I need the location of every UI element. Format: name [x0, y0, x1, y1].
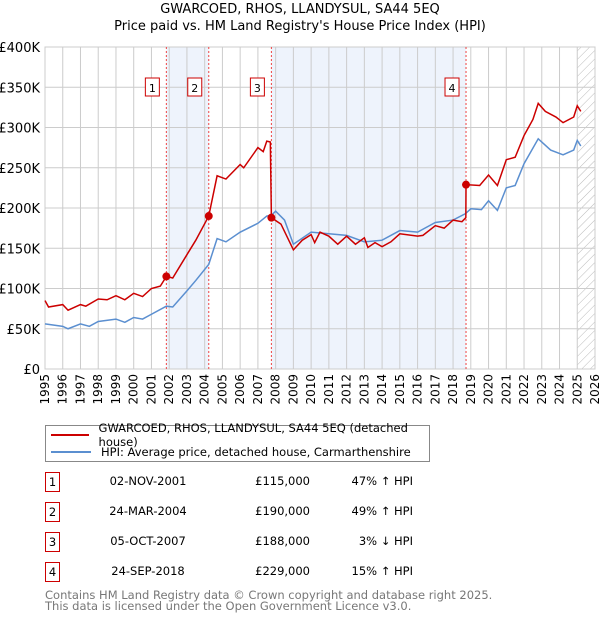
- x-tick-label: 1996: [56, 374, 70, 405]
- series-line-property: [44, 101, 582, 312]
- sale-price: £188,000: [255, 534, 310, 548]
- x-tick-label: 2009: [286, 374, 300, 405]
- sale-point: [267, 213, 276, 222]
- y-tick-label: £300K: [0, 122, 40, 137]
- sale-point: [162, 272, 171, 281]
- sale-row: 3 05-OCT-2007 £188,000 3% ↓ HPI: [45, 532, 445, 552]
- x-tick-label: 2004: [198, 374, 212, 405]
- chart-title: GWARCOED, RHOS, LLANDYSUL, SA44 5EQ: [160, 2, 440, 17]
- x-tick-label: 1997: [73, 374, 87, 405]
- y-tick-label: £100K: [0, 283, 40, 298]
- x-tick-label: 2010: [304, 374, 318, 405]
- x-tick-label: 2023: [535, 374, 549, 405]
- x-tick-label: 2020: [482, 374, 496, 405]
- y-tick-label: £0: [23, 363, 40, 378]
- sale-hpi-diff: 47% ↑ HPI: [351, 474, 413, 488]
- x-tick-label: 1998: [91, 374, 105, 405]
- x-tick-label: 2013: [357, 374, 371, 405]
- x-tick-label: 2006: [233, 374, 247, 405]
- sale-hpi-diff: 15% ↑ HPI: [351, 564, 413, 578]
- x-tick-label: 2001: [144, 374, 158, 405]
- footer-line-2: This data is licensed under the Open Gov…: [45, 599, 412, 613]
- sale-label: 3: [254, 82, 261, 95]
- sale-label-box: [444, 77, 460, 97]
- x-tick-label: 1999: [109, 374, 123, 405]
- sale-price: £190,000: [255, 504, 310, 518]
- sale-label: 4: [449, 82, 456, 95]
- x-tick-label: 2026: [588, 374, 600, 405]
- x-tick-label: 2014: [375, 374, 389, 405]
- sale-number: 1: [45, 472, 60, 492]
- sale-date: 05-OCT-2007: [110, 534, 186, 548]
- sale-number: 3: [45, 532, 60, 552]
- x-tick-label: 2016: [411, 374, 425, 405]
- sale-hpi-diff: 49% ↑ HPI: [351, 504, 413, 518]
- x-tick-label: 2015: [393, 374, 407, 405]
- sale-date: 24-SEP-2018: [111, 564, 185, 578]
- x-tick-label: 2022: [517, 374, 531, 405]
- x-tick-label: 2002: [162, 374, 176, 405]
- chart-subtitle: Price paid vs. HM Land Registry's House …: [114, 19, 486, 34]
- x-tick-label: 1995: [38, 374, 52, 405]
- sale-date: 02-NOV-2001: [109, 474, 187, 488]
- x-tick-label: 2018: [446, 374, 460, 405]
- sale-price: £229,000: [255, 564, 310, 578]
- sale-label-box: [144, 77, 160, 97]
- sale-label: 2: [191, 82, 198, 95]
- legend-label-property: GWARCOED, RHOS, LLANDYSUL, SA44 5EQ (det…: [98, 421, 408, 449]
- y-tick-label: £400K: [0, 41, 40, 56]
- x-tick-label: 2025: [570, 374, 584, 405]
- x-tick-label: 2008: [269, 374, 283, 405]
- sale-date: 24-MAR-2004: [109, 504, 187, 518]
- y-tick-label: £250K: [0, 162, 40, 177]
- footer-line-1: Contains HM Land Registry data © Crown c…: [45, 588, 493, 602]
- series-line-hpi: [44, 137, 582, 330]
- sale-hpi-diff: 3% ↓ HPI: [358, 534, 413, 548]
- sale-number: 2: [45, 502, 60, 522]
- x-tick-label: 2005: [215, 374, 229, 405]
- x-tick-label: 2024: [553, 374, 567, 405]
- y-tick-label: £350K: [0, 81, 40, 96]
- x-tick-label: 2012: [340, 374, 354, 405]
- legend-swatch-property: [51, 434, 89, 436]
- x-tick-label: 2011: [322, 374, 336, 405]
- legend-swatch-hpi: [51, 451, 91, 453]
- sale-price: £115,000: [255, 474, 310, 488]
- plot-area: 1995 1996 1997 1998 1999 2000 2001 2002 2003 2004…: [0, 41, 600, 405]
- sale-row: 1 02-NOV-2001 £115,000 47% ↑ HPI: [45, 472, 445, 492]
- sale-label-box: [187, 77, 203, 97]
- sale-number: 4: [45, 562, 60, 582]
- x-tick-label: 2017: [428, 374, 442, 405]
- sale-label-box: [249, 77, 265, 97]
- sale-point: [462, 180, 471, 189]
- x-tick-label: 2019: [464, 374, 478, 405]
- y-tick-label: £50K: [7, 323, 41, 338]
- legend: GWARCOED, RHOS, LLANDYSUL, SA44 5EQ (det…: [45, 421, 430, 462]
- x-tick-label: 2007: [251, 374, 265, 405]
- sale-row: 2 24-MAR-2004 £190,000 49% ↑ HPI: [45, 502, 445, 522]
- sale-row: 4 24-SEP-2018 £229,000 15% ↑ HPI: [45, 562, 445, 582]
- y-tick-label: £150K: [0, 242, 40, 257]
- sale-label: 1: [149, 82, 156, 95]
- x-tick-label: 2000: [127, 374, 141, 405]
- y-tick-label: £200K: [0, 202, 40, 217]
- sale-point: [204, 212, 213, 221]
- legend-label-hpi: HPI: Average price, detached house, Carm…: [101, 445, 411, 459]
- x-tick-label: 2021: [499, 374, 513, 405]
- x-tick-label: 2003: [180, 374, 194, 405]
- plot-frame: [44, 46, 596, 370]
